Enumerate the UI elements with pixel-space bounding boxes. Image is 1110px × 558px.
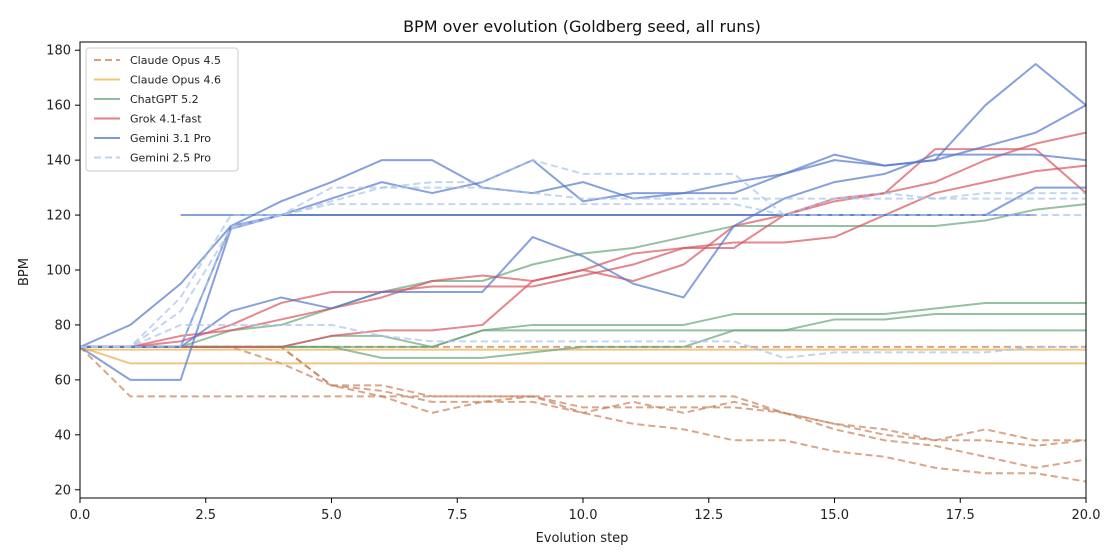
y-tick-label: 60 xyxy=(54,373,71,388)
x-tick-label: 2.5 xyxy=(195,508,216,523)
x-tick-label: 17.5 xyxy=(946,508,975,523)
y-tick-label: 180 xyxy=(46,44,71,59)
legend-entry-label: ChatGPT 5.2 xyxy=(130,93,199,106)
x-tick-label: 15.0 xyxy=(820,508,849,523)
y-tick-label: 160 xyxy=(46,99,71,114)
x-tick-label: 0.0 xyxy=(70,508,91,523)
y-tick-label: 120 xyxy=(46,209,71,224)
series-line-6-run-21 xyxy=(80,323,1086,359)
y-tick-label: 80 xyxy=(54,318,71,333)
legend-entry-label: Claude Opus 4.6 xyxy=(130,74,221,87)
y-tick-label: 40 xyxy=(54,428,71,443)
series-line-2-run-6 xyxy=(80,345,1086,365)
series-line-3-run-11 xyxy=(80,203,1086,348)
x-axis-label: Evolution step xyxy=(536,531,629,546)
x-tick-label: 5.0 xyxy=(321,508,342,523)
x-tick-label: 10.0 xyxy=(569,508,598,523)
axes: 0.0 2.5 5.0 7.5 10.0 12.5 15.0 17.5 20.0 20 40 60 80… xyxy=(46,41,1101,523)
y-tick-label: 20 xyxy=(54,483,71,498)
series-line-1-run-1 xyxy=(80,346,1086,442)
series-line-4-run-14 xyxy=(80,131,1086,348)
legend-box xyxy=(85,47,239,172)
series-line-4-run-13 xyxy=(80,164,1086,348)
y-tick-label: 140 xyxy=(46,154,71,169)
series-line-6-run-20 xyxy=(80,159,1086,348)
x-tick-label: 12.5 xyxy=(694,508,723,523)
legend: Claude Opus 4.5 Claude Opus 4.6 ChatGPT 5.… xyxy=(85,47,239,172)
y-tick-label: 100 xyxy=(46,264,71,279)
x-tick-label: 20.0 xyxy=(1072,508,1101,523)
legend-entry-label: Claude Opus 4.5 xyxy=(130,54,221,67)
series-line-6-run-23 xyxy=(80,186,1086,348)
legend-entry-label: Gemini 3.1 Pro xyxy=(130,132,211,145)
x-tick-label: 7.5 xyxy=(447,508,468,523)
series-line-6-run-22 xyxy=(80,203,1086,348)
y-axis-label: BPM xyxy=(17,258,32,286)
series-line-1-run-3 xyxy=(80,345,1086,483)
legend-entry-label: Grok 4.1-fast xyxy=(130,113,202,126)
legend-entry-label: Gemini 2.5 Pro xyxy=(130,152,211,165)
plot-lines xyxy=(80,62,1086,483)
chart-title: BPM over evolution (Goldberg seed, all r… xyxy=(403,17,761,36)
